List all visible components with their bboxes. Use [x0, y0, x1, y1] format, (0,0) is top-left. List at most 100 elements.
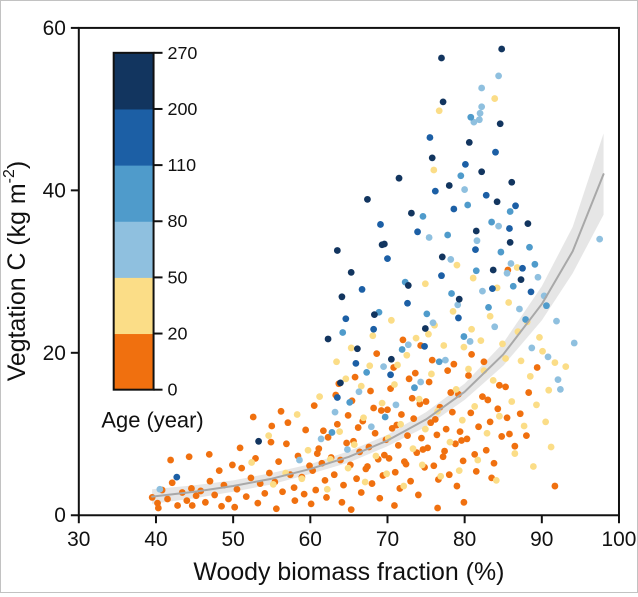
scatter-point — [551, 482, 559, 490]
scatter-point — [452, 385, 460, 393]
scatter-point — [343, 439, 350, 447]
series-age-50-80 — [156, 72, 604, 493]
scatter-point — [425, 330, 432, 338]
scatter-point — [483, 429, 491, 437]
scatter-point — [378, 241, 386, 249]
scatter-point — [503, 269, 511, 277]
scatter-point — [154, 504, 162, 512]
scatter-point — [536, 333, 543, 341]
scatter-point — [430, 462, 438, 470]
scatter-point — [357, 489, 365, 496]
scatter-point — [482, 446, 490, 454]
scatter-point — [470, 118, 478, 126]
axes: 30 40 50 60 70 80 90 100 0 20 40 60 — [43, 17, 637, 551]
scatter-point — [506, 225, 513, 232]
scatter-point — [392, 401, 400, 409]
y-tick-label: 40 — [43, 179, 66, 202]
scatter-point — [438, 54, 445, 62]
scatter-point — [369, 332, 377, 340]
scatter-point — [447, 389, 455, 396]
scatter-point — [476, 109, 484, 117]
scatter-point — [215, 467, 223, 474]
scatter-point — [174, 502, 181, 509]
scatter-point — [495, 222, 502, 230]
scatter-point — [455, 467, 463, 474]
scatter-point — [496, 412, 503, 420]
scatter-point — [312, 486, 320, 494]
scatter-point — [164, 495, 171, 503]
colorbar-band-20-50 — [113, 277, 154, 335]
scatter-point — [495, 72, 502, 80]
scatter-point — [417, 378, 425, 386]
scatter-point — [402, 460, 410, 468]
scatter-point — [173, 473, 181, 481]
scatter-point — [411, 369, 419, 377]
scatter-point — [324, 335, 332, 343]
scatter-point — [333, 394, 341, 401]
scatter-point — [398, 346, 406, 353]
colorbar-tick-label: 80 — [168, 211, 188, 231]
scatter-point — [350, 441, 358, 448]
scatter-point — [300, 490, 308, 498]
scatter-point — [457, 172, 465, 180]
scatter-point — [426, 134, 434, 141]
scatter-point — [545, 386, 553, 394]
scatter-point — [533, 401, 540, 409]
scatter-point — [529, 463, 537, 470]
scatter-point — [421, 280, 429, 288]
scatter-point — [242, 493, 250, 501]
scatter-point — [248, 459, 256, 466]
scatter-point — [391, 381, 398, 388]
scatter-point — [442, 425, 450, 433]
scatter-point — [346, 398, 354, 406]
scatter-point — [516, 410, 524, 418]
scatter-point — [502, 383, 509, 391]
scatter-point — [499, 340, 506, 348]
scatter-point — [225, 495, 232, 503]
scatter-point — [367, 423, 375, 431]
scatter-point — [385, 454, 393, 462]
scatter-point — [376, 494, 384, 502]
scatter-point — [404, 282, 412, 289]
scatter-point — [383, 470, 391, 478]
y-axis-title-main: Vegtation C (kg m — [3, 183, 31, 381]
scatter-point — [492, 476, 500, 484]
scatter-point — [438, 253, 446, 261]
scatter-point — [336, 428, 344, 436]
scatter-point — [506, 430, 513, 438]
scatter-point — [367, 387, 374, 395]
scatter-point — [472, 468, 480, 475]
scatter-point — [391, 468, 399, 476]
scatter-point — [474, 456, 482, 464]
scatter-point — [407, 209, 415, 217]
scatter-point — [491, 323, 499, 331]
scatter-point — [360, 414, 367, 422]
scatter-point — [448, 290, 455, 297]
scatter-point — [460, 343, 468, 351]
scatter-point — [553, 317, 560, 325]
scatter-point — [414, 228, 421, 236]
scatter-point — [419, 212, 427, 220]
colorbar-band-80-110 — [113, 165, 154, 222]
scatter-point — [475, 423, 482, 431]
scatter-point — [531, 260, 539, 268]
scatter-point — [371, 429, 379, 437]
scatter-point — [473, 237, 481, 245]
scatter-point — [306, 462, 313, 470]
colorbar-legend: 0 20 50 80 110 200 270 — [112, 43, 197, 400]
x-tick-label: 40 — [144, 528, 167, 551]
scatter-point — [478, 103, 486, 111]
scatter-point — [400, 482, 408, 490]
scatter-point — [421, 342, 428, 350]
confidence-band-area — [152, 133, 604, 504]
scatter-point — [528, 344, 536, 352]
scatter-point — [544, 353, 552, 361]
scatter-point — [526, 372, 534, 380]
scatter-point — [411, 384, 418, 392]
scatter-point — [431, 187, 439, 195]
scatter-point — [507, 260, 515, 267]
scatter-point — [459, 457, 467, 465]
scatter-point — [408, 394, 416, 402]
scatter-point — [497, 248, 505, 256]
